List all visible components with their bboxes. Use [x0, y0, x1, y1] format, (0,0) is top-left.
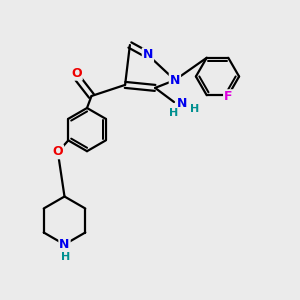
Text: H: H — [169, 108, 178, 118]
Text: O: O — [71, 67, 82, 80]
Text: N: N — [59, 238, 70, 251]
Text: F: F — [224, 90, 232, 103]
Text: N: N — [170, 74, 180, 87]
Text: N: N — [177, 97, 188, 110]
Text: N: N — [143, 48, 153, 62]
Text: O: O — [52, 145, 63, 158]
Text: H: H — [190, 104, 199, 115]
Text: H: H — [61, 252, 70, 262]
